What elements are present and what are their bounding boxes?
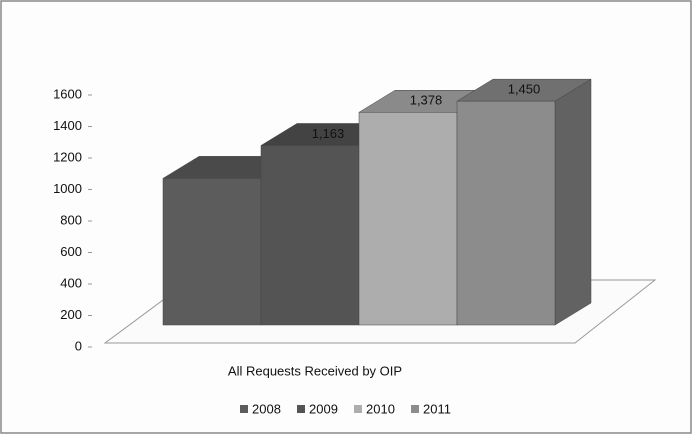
y-tick-label: 0	[75, 338, 82, 353]
bar	[260, 145, 360, 326]
data-label: 1,378	[410, 93, 443, 108]
y-tick-label: 1400	[53, 118, 82, 133]
y-tick-label: 1600	[53, 86, 82, 101]
data-label: 1,163	[312, 126, 345, 141]
y-tick-label: 1000	[53, 181, 82, 196]
data-label: 1,450	[508, 82, 541, 97]
legend-swatch	[297, 405, 305, 413]
bar	[162, 178, 262, 326]
legend-label: 2008	[252, 401, 281, 416]
legend-label: 2011	[423, 401, 451, 416]
y-tick-label: 200	[60, 307, 82, 322]
y-tick-label: 600	[60, 244, 82, 259]
y-tick-label: 1200	[53, 149, 82, 164]
y-tick-label: 800	[60, 212, 82, 227]
y-tick-label: 400	[60, 275, 82, 290]
legend-swatch	[240, 405, 248, 413]
legend-swatch	[354, 405, 362, 413]
x-axis-category: All Requests Received by OIP	[228, 363, 402, 378]
legend-label: 2010	[366, 401, 395, 416]
bar	[358, 112, 458, 326]
bar-side	[554, 78, 592, 326]
legend-label: 2009	[309, 401, 338, 416]
bar	[456, 100, 556, 326]
legend-swatch	[411, 405, 419, 413]
